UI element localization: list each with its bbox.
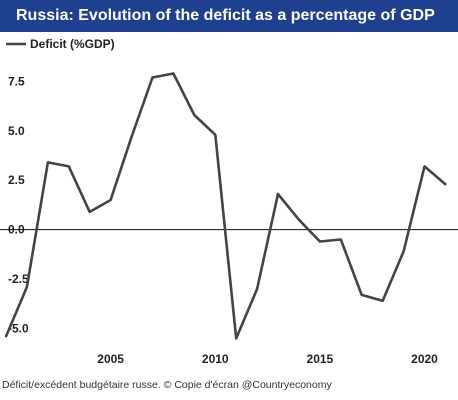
data-point bbox=[318, 240, 322, 243]
data-point bbox=[234, 337, 238, 340]
data-point bbox=[88, 210, 91, 214]
line-chart: Deficit (%GDP) 7.55.02.50.0-2.5-5.0 2005… bbox=[0, 32, 458, 372]
x-axis: 2005 2010 2015 2020 bbox=[97, 352, 438, 366]
data-point bbox=[297, 218, 301, 221]
data-point bbox=[381, 299, 384, 302]
series-line bbox=[4, 72, 447, 340]
series-layer bbox=[4, 72, 447, 340]
y-tick-label: 7.5 bbox=[8, 74, 25, 88]
legend-label: Deficit (%GDP) bbox=[30, 37, 115, 51]
y-tick-label: 2.5 bbox=[8, 173, 25, 187]
data-point bbox=[444, 182, 447, 186]
x-tick-label: 2010 bbox=[202, 352, 229, 366]
y-tick-label: -2.5 bbox=[8, 272, 29, 286]
data-point bbox=[46, 161, 50, 164]
data-point bbox=[109, 198, 112, 202]
data-point bbox=[172, 72, 175, 75]
data-point bbox=[151, 76, 154, 79]
data-point bbox=[255, 287, 259, 291]
data-point bbox=[67, 165, 70, 168]
data-point bbox=[276, 192, 280, 196]
y-tick-label: 5.0 bbox=[8, 124, 25, 138]
figure-caption: Déficit/excédent budgétaire russe. © Cop… bbox=[2, 379, 332, 391]
legend: Deficit (%GDP) bbox=[6, 37, 115, 51]
chart-title: Russia: Evolution of the deficit as a pe… bbox=[16, 7, 435, 24]
x-tick-label: 2020 bbox=[411, 352, 438, 366]
x-tick-label: 2015 bbox=[307, 352, 334, 366]
data-point bbox=[214, 133, 217, 136]
plot-background bbox=[0, 32, 458, 372]
chart-frame: Russia: Evolution of the deficit as a pe… bbox=[0, 0, 458, 391]
data-point bbox=[339, 238, 343, 241]
y-axis: 7.55.02.50.0-2.5-5.0 bbox=[8, 74, 29, 335]
data-point bbox=[25, 285, 29, 289]
data-point bbox=[360, 293, 363, 297]
title-bar: Russia: Evolution of the deficit as a pe… bbox=[0, 0, 458, 32]
y-tick-label: -5.0 bbox=[8, 321, 29, 335]
data-point bbox=[423, 165, 426, 168]
data-point bbox=[402, 250, 405, 253]
data-point bbox=[193, 113, 196, 117]
data-point bbox=[4, 335, 8, 338]
x-tick-label: 2005 bbox=[97, 352, 124, 366]
data-point bbox=[130, 135, 133, 138]
